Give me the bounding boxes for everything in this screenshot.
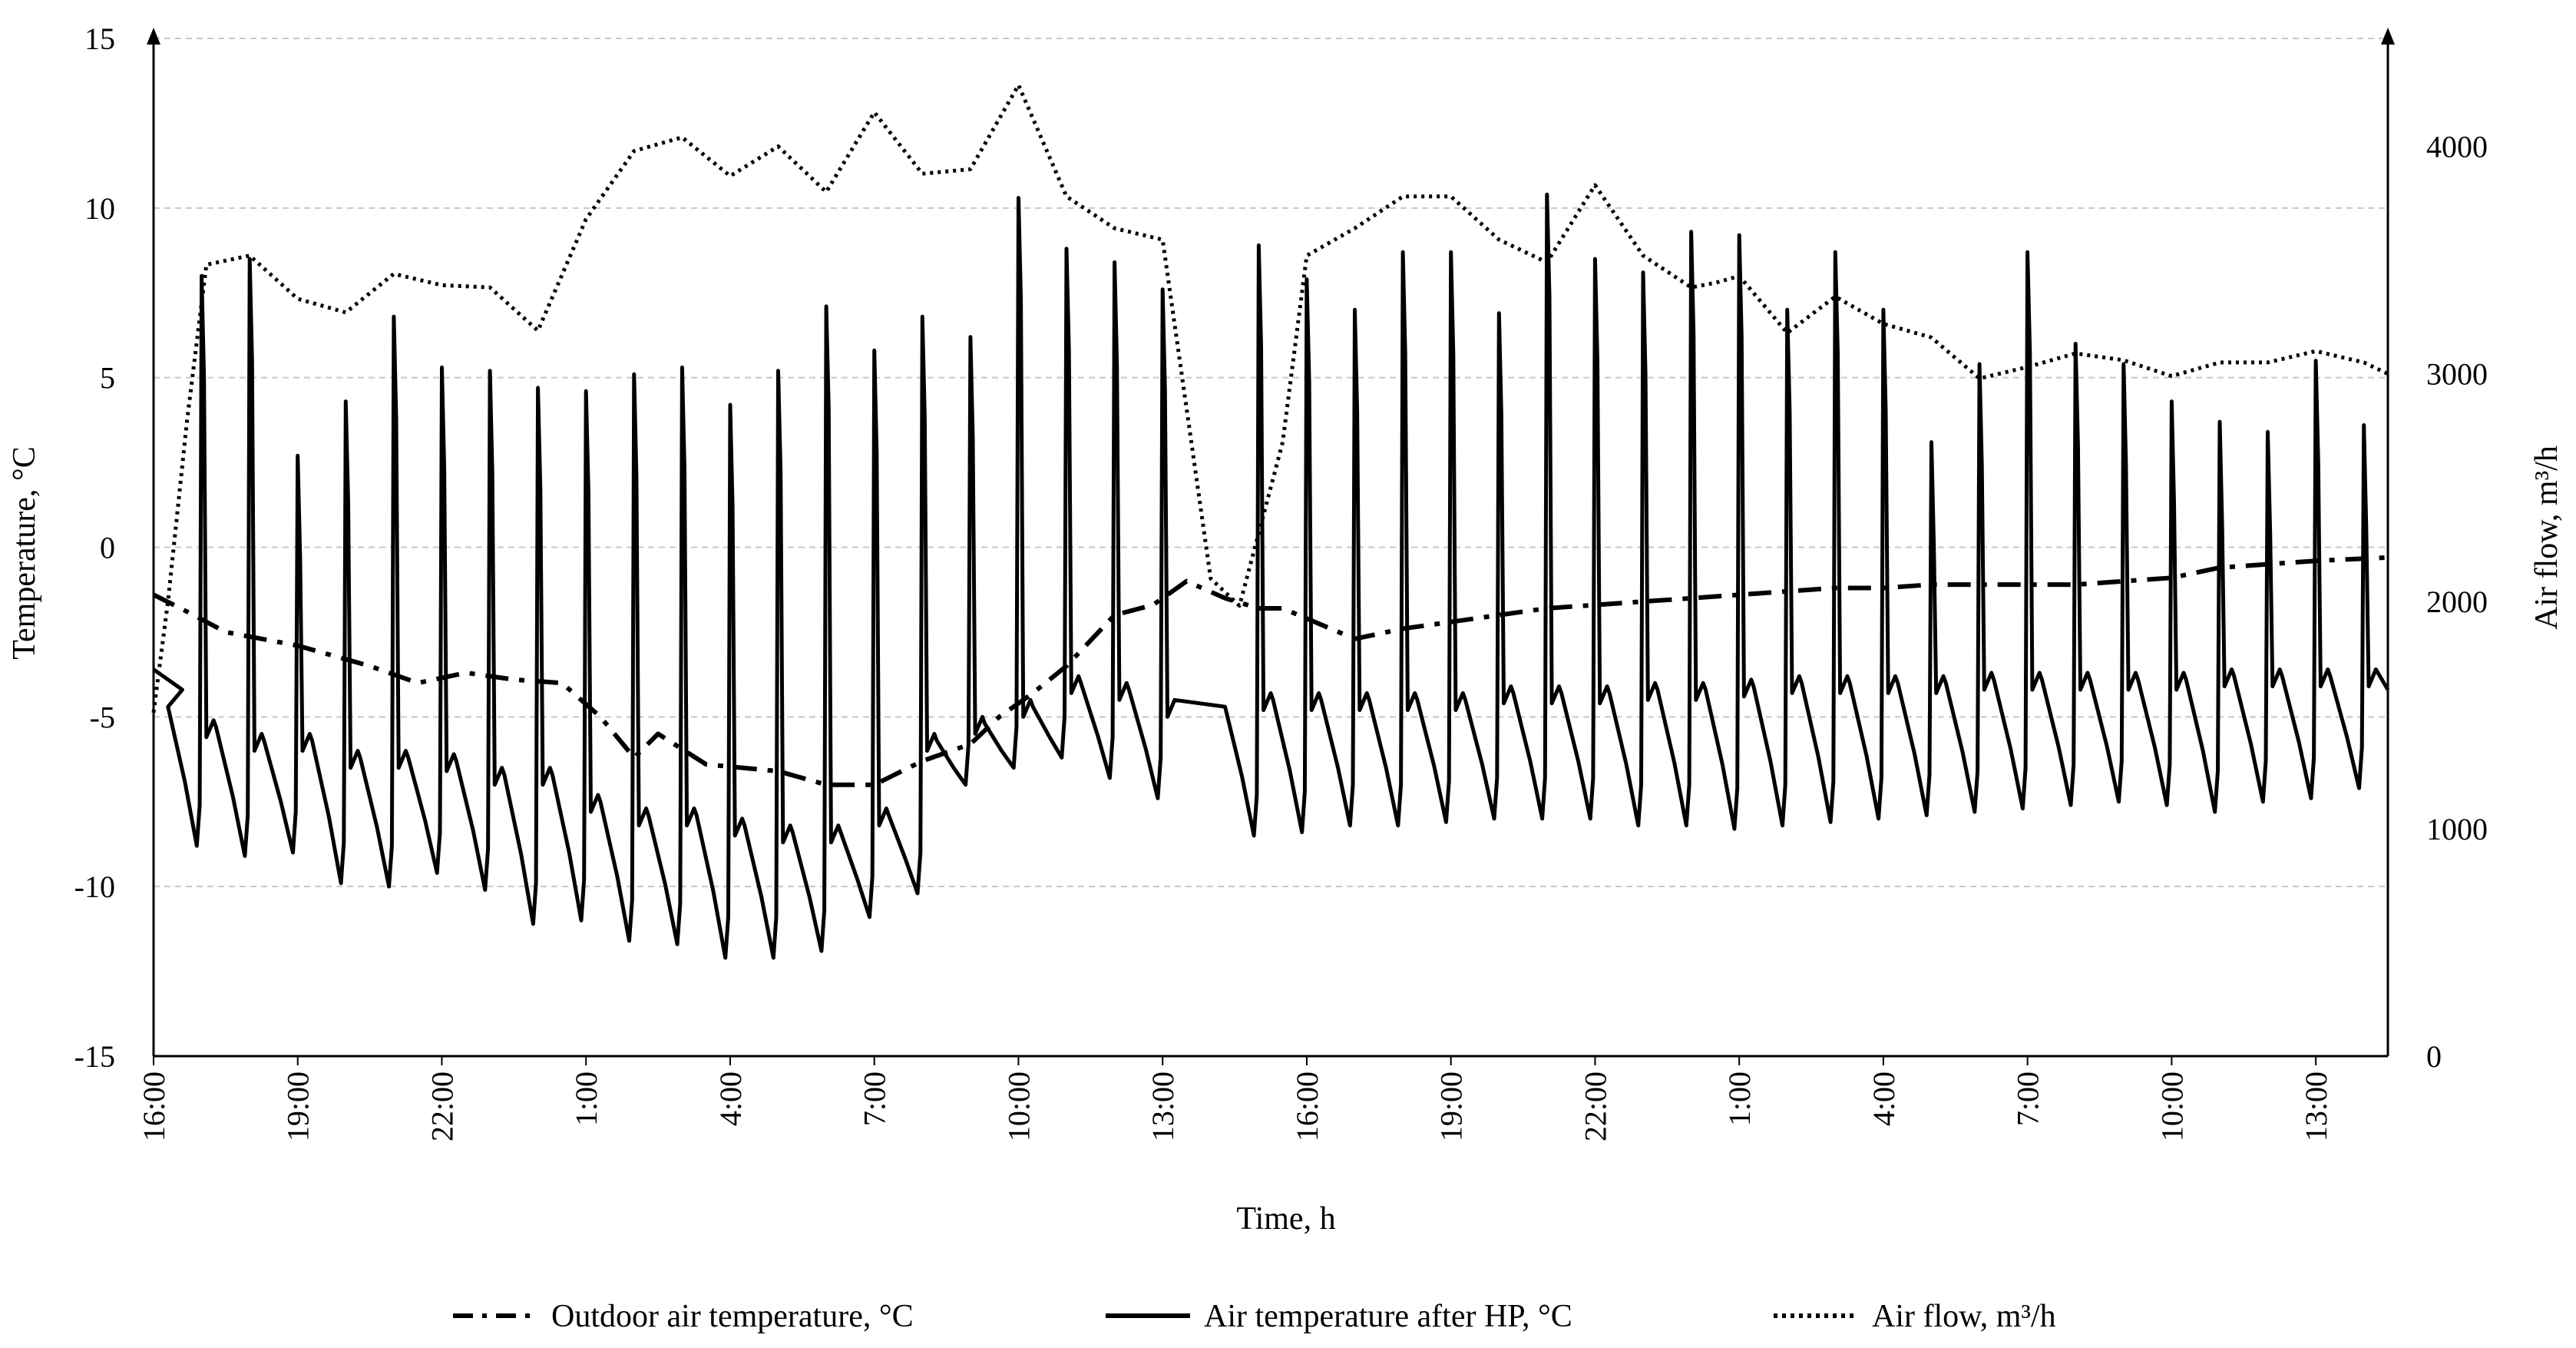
left-y-ticks: 15 10 5 0 -5 -10 -15	[74, 22, 115, 1074]
right-tick-label: 3000	[2426, 357, 2488, 392]
x-tick-label: 7:00	[2011, 1071, 2045, 1126]
x-tick-label: 10:00	[1001, 1071, 1036, 1141]
left-tick-label: -15	[74, 1039, 115, 1074]
left-tick-label: 5	[100, 361, 115, 396]
right-y-axis-title: Air flow, m³/h	[2529, 445, 2564, 630]
x-tick-label: 1:00	[1722, 1071, 1757, 1126]
series-group	[151, 83, 2390, 960]
x-tick-label: 19:00	[281, 1071, 316, 1141]
left-tick-label: -5	[90, 700, 115, 734]
x-tick-label: 7:00	[858, 1071, 892, 1126]
legend-label-airflow: Air flow, m³/h	[1872, 1299, 2056, 1334]
axes	[147, 28, 2395, 1058]
right-tick-label: 0	[2426, 1039, 2442, 1074]
left-tick-label: -10	[74, 869, 115, 904]
x-tick-label: 13:00	[2299, 1071, 2333, 1141]
x-tick-label: 19:00	[1434, 1071, 1469, 1141]
series-outdoor-air-temperature	[152, 555, 2389, 787]
left-axis-arrow	[147, 28, 160, 45]
right-y-ticks: 4000 3000 2000 1000 0	[2426, 130, 2488, 1074]
right-tick-label: 2000	[2426, 585, 2488, 619]
x-tick-label: 13:00	[1146, 1071, 1180, 1141]
right-axis-arrow	[2381, 28, 2395, 45]
series-air-temperature-after-hp	[152, 192, 2390, 960]
x-tick-label: 4:00	[1867, 1071, 1901, 1126]
x-tick-label: 22:00	[1578, 1071, 1612, 1141]
x-tick-label: 4:00	[713, 1071, 748, 1126]
left-tick-label: 15	[84, 22, 115, 56]
x-tick-label: 16:00	[1290, 1071, 1324, 1141]
x-tick-label: 16:00	[137, 1071, 171, 1141]
x-tick-label: 10:00	[2154, 1071, 2189, 1141]
x-ticks: 16:00 19:00 22:00 1:00 4:00 7:00 10:00 13:00 16:…	[137, 1056, 2333, 1141]
legend-label-outdoor: Outdoor air temperature, °C	[551, 1299, 914, 1334]
x-tick-label: 1:00	[569, 1071, 603, 1126]
gridlines	[154, 38, 2388, 888]
legend-label-after-hp: Air temperature after HP, °C	[1204, 1299, 1572, 1334]
x-axis-title: Time, h	[1236, 1201, 1335, 1237]
left-y-axis-title: Temperature, °C	[7, 446, 42, 659]
left-tick-label: 10	[84, 191, 115, 226]
right-tick-label: 4000	[2426, 130, 2488, 164]
x-tick-label: 22:00	[425, 1071, 459, 1141]
right-tick-label: 1000	[2426, 812, 2488, 846]
legend: Outdoor air temperature, °C Air temperat…	[453, 1299, 2056, 1334]
left-tick-label: 0	[100, 531, 115, 565]
